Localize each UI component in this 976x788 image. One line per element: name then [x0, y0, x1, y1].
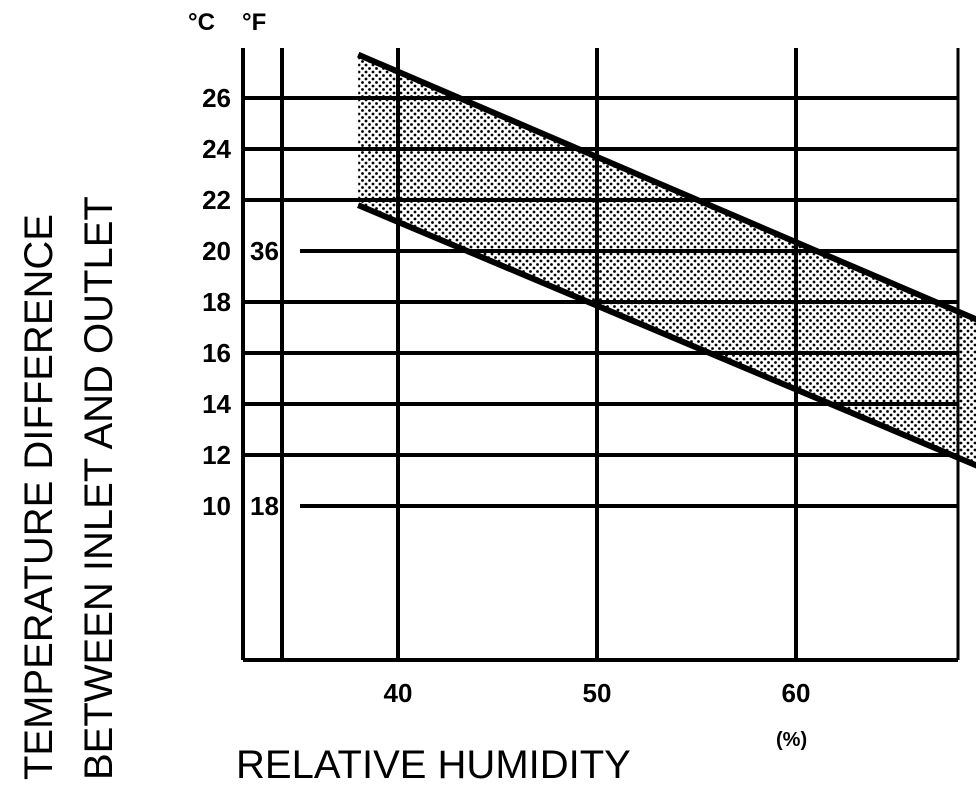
y-tick-label-22: 22 [202, 185, 231, 215]
x-axis-title: RELATIVE HUMIDITY [236, 743, 631, 787]
x-tick-label-40: 40 [384, 678, 413, 708]
y-tick-label-12: 12 [202, 440, 231, 470]
x-tick-label-60: 60 [782, 678, 811, 708]
y-unit-fahrenheit: °F [242, 9, 266, 36]
y-axis-title-line1: TEMPERATURE DIFFERENCE [17, 214, 61, 780]
y-tick-label-f-36: 36 [250, 236, 279, 266]
y-tick-label-18: 18 [202, 287, 231, 317]
y-tick-label-26: 26 [202, 83, 231, 113]
y-tick-label-14: 14 [202, 389, 231, 419]
y-tick-label-20: 20 [202, 236, 231, 266]
y-tick-label-24: 24 [202, 134, 231, 164]
x-tick-label-50: 50 [583, 678, 612, 708]
y-tick-label-16: 16 [202, 338, 231, 368]
humidity-band-area [358, 54, 976, 466]
x-axis-unit: (%) [776, 729, 807, 751]
y-axis-title-line2: BETWEEN INLET AND OUTLET [77, 196, 121, 780]
y-tick-label-f-18: 18 [250, 491, 279, 521]
y-tick-label-10: 10 [202, 491, 231, 521]
y-unit-celsius: °C [188, 9, 215, 36]
